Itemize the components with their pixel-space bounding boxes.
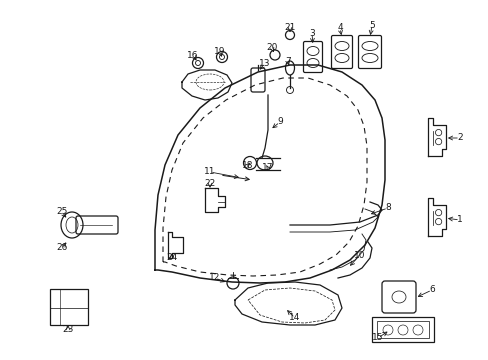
Text: 10: 10 (353, 251, 365, 260)
Text: 13: 13 (259, 58, 270, 68)
Text: 19: 19 (214, 48, 225, 57)
Text: 2: 2 (456, 134, 462, 143)
Text: 11: 11 (204, 167, 215, 176)
Text: 20: 20 (266, 44, 277, 53)
Text: 15: 15 (371, 333, 383, 342)
Text: 18: 18 (242, 161, 253, 170)
Text: 26: 26 (56, 243, 67, 252)
Bar (371, 317, 433, 342)
Text: 23: 23 (62, 325, 74, 334)
Text: 5: 5 (368, 21, 374, 30)
Text: 16: 16 (187, 50, 198, 59)
Text: 8: 8 (385, 203, 390, 212)
Text: 17: 17 (262, 163, 273, 172)
Bar (376, 321, 428, 338)
Text: 22: 22 (204, 179, 215, 188)
Text: 6: 6 (428, 285, 434, 294)
Text: 7: 7 (285, 58, 290, 67)
Text: 9: 9 (277, 117, 282, 126)
Text: 1: 1 (456, 216, 462, 225)
Bar (50, 289, 88, 325)
Text: 4: 4 (337, 23, 342, 32)
Text: 24: 24 (166, 253, 177, 262)
Text: 3: 3 (308, 28, 314, 37)
Text: 21: 21 (284, 23, 295, 32)
Text: 12: 12 (209, 274, 220, 283)
Text: 25: 25 (56, 207, 67, 216)
Text: 14: 14 (289, 314, 300, 323)
